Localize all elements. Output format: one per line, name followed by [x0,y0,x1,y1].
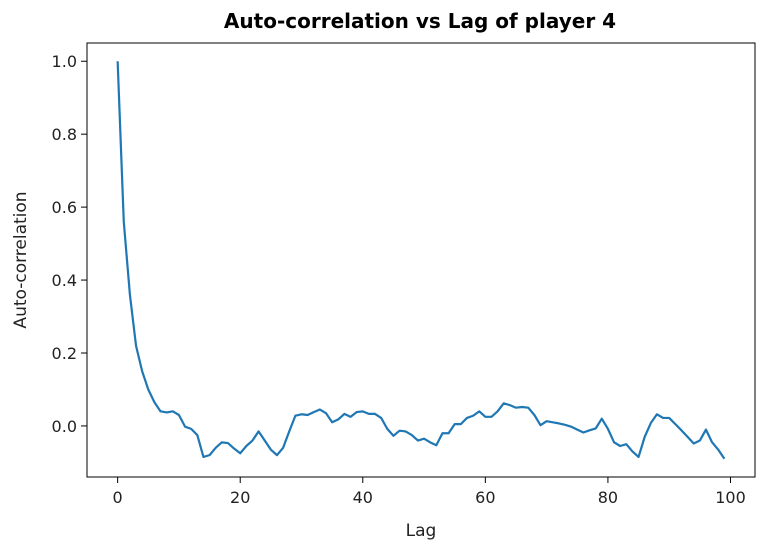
y-tick-label: 0.6 [52,198,77,217]
chart-title: Auto-correlation vs Lag of player 4 [224,9,616,33]
series-line [116,61,726,460]
x-axis: 0 20 40 60 80 100 [113,477,746,507]
plot-area [86,42,756,478]
x-tick-label: 40 [353,488,373,507]
x-tick-label: 20 [230,488,250,507]
y-tick-label: 0.8 [52,125,77,144]
y-tick-label: 0.0 [52,417,77,436]
y-axis: 0.0 0.2 0.4 0.6 0.8 1.0 [52,52,87,436]
x-tick-label: 0 [113,488,123,507]
x-tick-label: 60 [475,488,495,507]
y-tick-label: 0.4 [52,271,77,290]
x-tick-label: 100 [715,488,746,507]
x-axis-label: Lag [406,521,437,541]
y-tick-label: 0.2 [52,344,77,363]
y-tick-label: 1.0 [52,52,77,71]
plot-border [86,42,756,478]
y-axis-label: Auto-correlation [11,191,31,328]
x-tick-label: 80 [598,488,618,507]
